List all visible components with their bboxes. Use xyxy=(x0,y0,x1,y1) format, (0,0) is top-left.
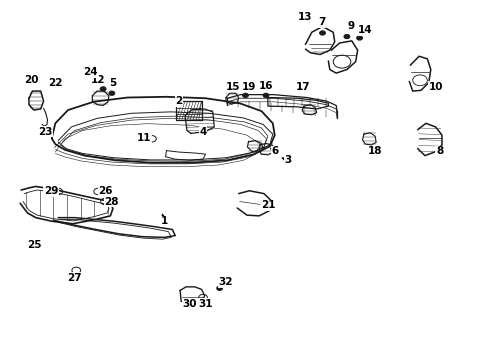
Text: 17: 17 xyxy=(295,82,310,92)
Text: 12: 12 xyxy=(91,75,105,85)
Text: 29: 29 xyxy=(43,186,58,197)
Text: 10: 10 xyxy=(427,82,442,92)
Text: 16: 16 xyxy=(259,81,273,91)
Text: 6: 6 xyxy=(270,146,278,156)
Text: 28: 28 xyxy=(104,197,119,207)
Text: 19: 19 xyxy=(242,82,256,92)
Text: 11: 11 xyxy=(137,133,151,143)
Circle shape xyxy=(343,35,349,39)
Text: 31: 31 xyxy=(198,299,212,309)
Circle shape xyxy=(109,91,115,95)
Text: 2: 2 xyxy=(175,96,182,106)
Text: 1: 1 xyxy=(160,216,167,226)
Circle shape xyxy=(263,93,268,98)
Text: 18: 18 xyxy=(367,146,382,156)
Text: 27: 27 xyxy=(67,273,82,283)
Text: 9: 9 xyxy=(346,21,354,31)
Circle shape xyxy=(100,87,106,91)
Text: 21: 21 xyxy=(260,200,275,210)
Circle shape xyxy=(242,93,248,98)
Text: 14: 14 xyxy=(357,25,372,35)
Circle shape xyxy=(356,36,362,40)
Text: 3: 3 xyxy=(284,155,291,165)
Text: 22: 22 xyxy=(48,78,62,88)
Text: 8: 8 xyxy=(435,146,442,156)
Circle shape xyxy=(216,286,222,291)
Text: 25: 25 xyxy=(27,240,42,250)
Text: 26: 26 xyxy=(98,186,113,197)
Text: 32: 32 xyxy=(218,277,233,287)
Text: 5: 5 xyxy=(109,78,116,88)
Text: 20: 20 xyxy=(23,75,38,85)
Text: 24: 24 xyxy=(83,67,98,77)
Text: 7: 7 xyxy=(317,17,325,27)
Circle shape xyxy=(319,31,325,35)
Text: 30: 30 xyxy=(182,299,197,309)
Text: 23: 23 xyxy=(38,127,53,136)
Text: 13: 13 xyxy=(298,12,312,22)
Text: 4: 4 xyxy=(199,127,206,136)
Text: 15: 15 xyxy=(225,82,240,92)
